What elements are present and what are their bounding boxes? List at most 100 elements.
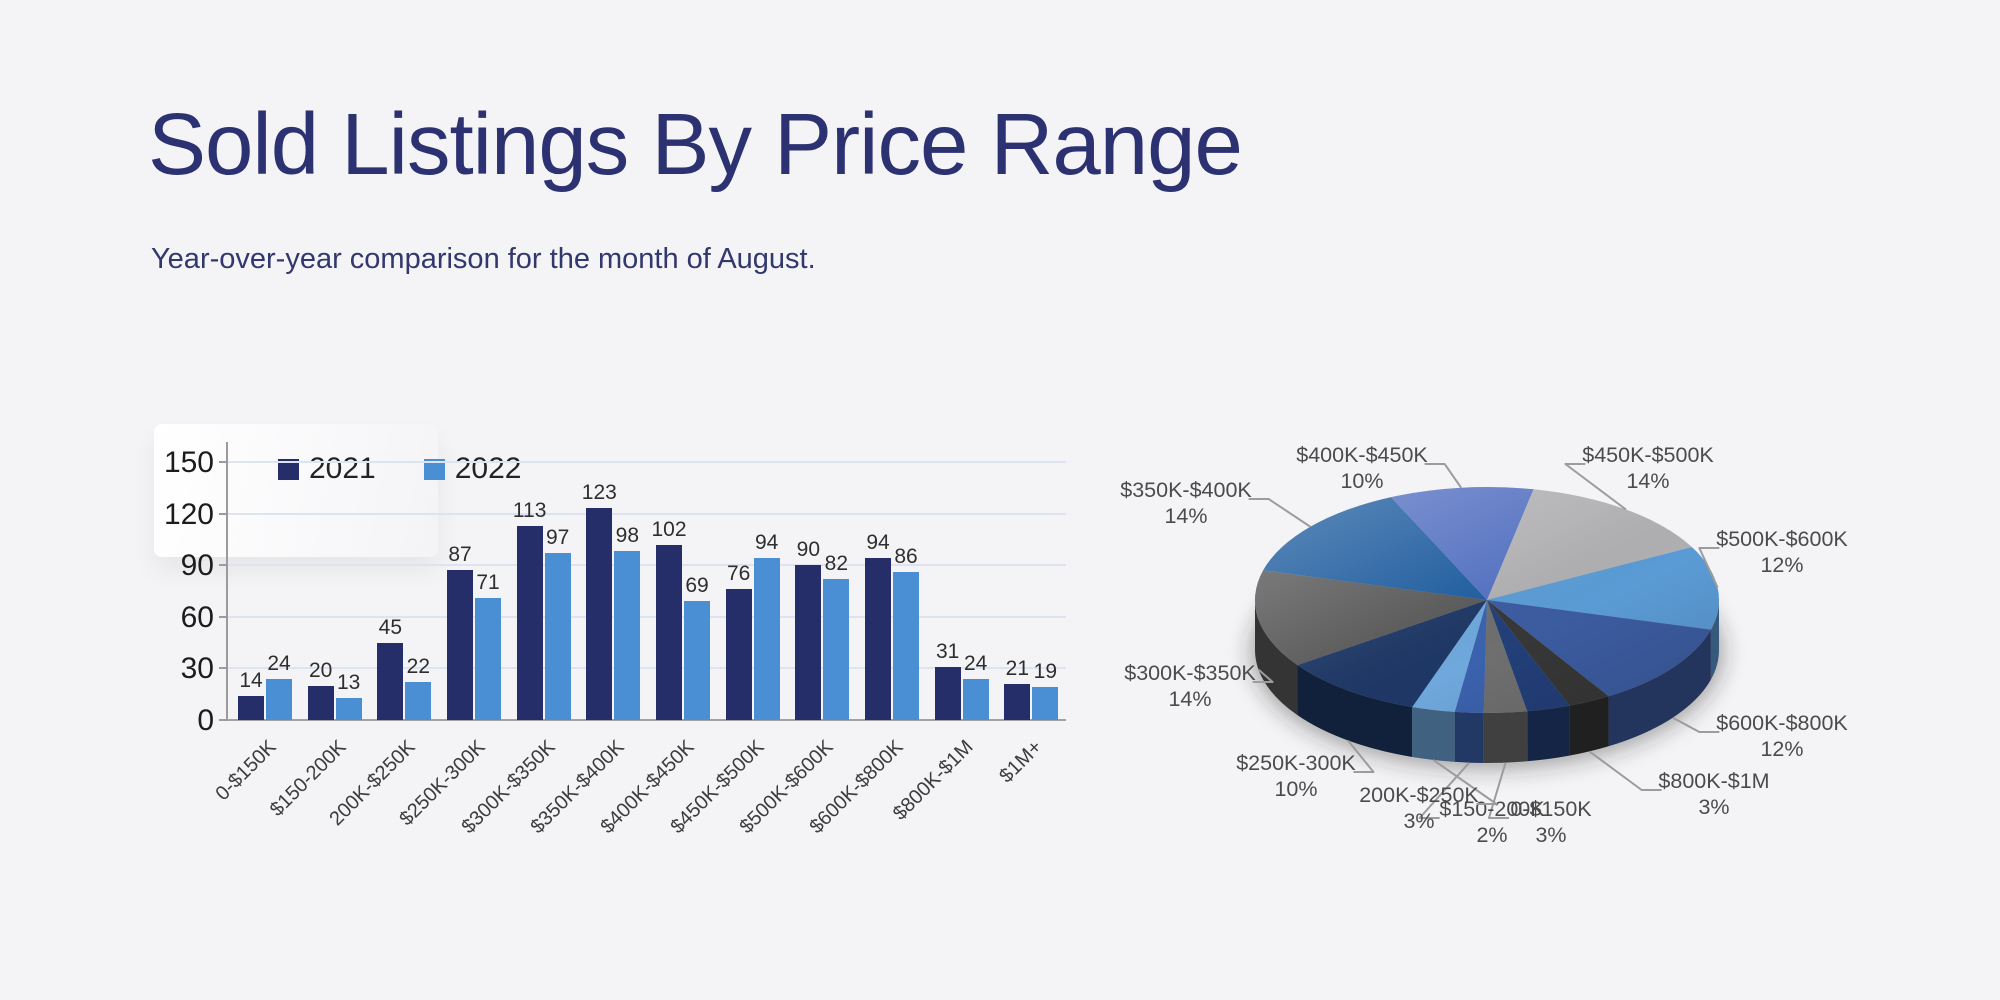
- pie-slice-label: $400K-$450K 10%: [1296, 443, 1428, 493]
- pie-chart: 0-$150K 3% $150-200K 2% 200K-$250K 3% $250K-30…: [1080, 400, 2000, 890]
- gridline: [228, 512, 1066, 515]
- legend-item: 2022: [423, 452, 522, 486]
- pie-leader-line: [1418, 761, 1470, 819]
- y-axis-label: 30: [180, 652, 214, 686]
- gridline: [228, 564, 1066, 567]
- pie-leader-line: [1252, 668, 1274, 683]
- pie-slice-label: $800K-$1M 3%: [1658, 769, 1769, 819]
- bar-2022: [1032, 687, 1059, 720]
- bar-2021: [934, 666, 961, 720]
- bar-value-label: 21: [1005, 656, 1029, 680]
- gridline: [228, 461, 1066, 463]
- x-axis-line: [228, 719, 1066, 721]
- bar-2022: [335, 697, 362, 720]
- y-axis-label: 150: [163, 446, 214, 479]
- bar-value-label: 123: [581, 481, 617, 505]
- bar-2021: [656, 544, 682, 720]
- y-axis-label: 60: [180, 600, 214, 634]
- bar-2022: [962, 678, 989, 720]
- bar-chart-plot: 0 30 60 90 120 150 14 24 0-$150K 20 13 $150-200K 45 2…: [150, 440, 1095, 880]
- bar-value-label: 98: [615, 524, 639, 548]
- bar-value-label: 113: [512, 498, 547, 522]
- bar-value-label: 97: [545, 526, 570, 550]
- bar-2021: [865, 558, 891, 720]
- pie-slice-label: $600K-$800K 12%: [1716, 711, 1848, 761]
- bar-value-label: 94: [866, 531, 890, 555]
- pie-leader-line: [1248, 498, 1311, 528]
- legend-swatch: [278, 458, 299, 480]
- axis-tick: [219, 461, 228, 463]
- pie-leader-line: [1698, 547, 1720, 588]
- legend-item: 2021: [278, 452, 376, 486]
- bar-2021: [725, 589, 752, 720]
- axis-tick: [219, 512, 228, 515]
- legend-label: 2021: [309, 452, 376, 485]
- legend-swatch: [423, 458, 445, 480]
- gridline: [228, 667, 1066, 670]
- axis-tick: [219, 564, 228, 567]
- bar-value-label: 82: [824, 551, 848, 575]
- bar-2021: [586, 508, 613, 720]
- bar-value-label: 14: [239, 668, 263, 692]
- bar-value-label: 31: [935, 639, 960, 663]
- bar-2022: [544, 553, 571, 720]
- pie-slice-label: $500K-$600K 12%: [1716, 527, 1848, 577]
- axis-tick: [219, 719, 228, 721]
- bar-value-label: 24: [267, 651, 291, 675]
- pie-slice-label: $300K-$350K 14%: [1124, 661, 1256, 711]
- bar-value-label: 86: [894, 545, 918, 569]
- axis-tick: [219, 615, 228, 618]
- bar-value-label: 22: [406, 655, 430, 679]
- bar-value-label: 24: [963, 651, 988, 675]
- y-axis-line: [226, 442, 228, 720]
- pie-slice-wall: [1412, 706, 1455, 762]
- bar-chart: 0 30 60 90 120 150 14 24 0-$150K 20 13 $150-200K 45 2…: [150, 424, 1095, 880]
- pie-leader-line: [1564, 463, 1627, 511]
- pie-leader-line: [1347, 739, 1375, 773]
- pie-slice-label: 0-$150K 3%: [1510, 797, 1592, 847]
- bar-2021: [238, 695, 264, 720]
- bar-2021: [1004, 683, 1031, 720]
- bar-value-label: 94: [754, 531, 779, 555]
- pie-leader-line: [1432, 759, 1498, 805]
- axis-tick: [219, 667, 228, 670]
- pie-leader-line: [1487, 762, 1509, 819]
- pie-leader-line: [1588, 750, 1662, 791]
- bar-2021: [377, 642, 404, 720]
- decor-card: [154, 424, 438, 557]
- page-subtitle: Year-over-year comparison for the month …: [151, 243, 816, 275]
- pie-slice-wall: [1454, 711, 1484, 763]
- pie-slice-label: 200K-$250K 3%: [1359, 783, 1479, 833]
- bar-value-label: 87: [448, 543, 472, 567]
- bar-chart-legend: 2021 2022: [278, 452, 522, 486]
- bar-value-label: 20: [308, 658, 333, 682]
- pie-slice-wall: [1483, 711, 1528, 763]
- bar-value-label: 45: [378, 615, 402, 639]
- bar-value-label: 76: [726, 562, 751, 586]
- bar-2022: [893, 572, 919, 720]
- bar-value-label: 71: [476, 570, 500, 594]
- y-axis-label: 0: [197, 704, 214, 737]
- bar-value-label: 13: [336, 670, 361, 694]
- bar-value-label: 90: [796, 538, 820, 562]
- bar-2022: [475, 597, 501, 720]
- bar-2022: [823, 578, 850, 720]
- pie-leader-line: [1424, 463, 1462, 489]
- bar-2022: [684, 601, 710, 720]
- pie-leader-line: [1672, 716, 1720, 733]
- bar-2022: [266, 678, 292, 720]
- pie-slice-wall: [1569, 696, 1609, 756]
- gridline: [228, 615, 1066, 618]
- pie-slice-label: $250K-300K 10%: [1236, 751, 1356, 801]
- pie-chart-svg: 0-$150K 3%$150-200K 2%200K-$250K 3%$250K-30…: [1120, 443, 1848, 847]
- bar-value-label: 19: [1033, 660, 1057, 684]
- y-axis-label: 90: [180, 549, 214, 583]
- bar-2021: [447, 570, 473, 720]
- page-title: Sold Listings By Price Range: [148, 96, 1243, 193]
- bar-2022: [405, 682, 432, 720]
- bar-2022: [753, 558, 780, 720]
- pie-slice-wall: [1527, 705, 1570, 762]
- legend-label: 2022: [454, 452, 522, 485]
- bar-2021: [795, 565, 822, 720]
